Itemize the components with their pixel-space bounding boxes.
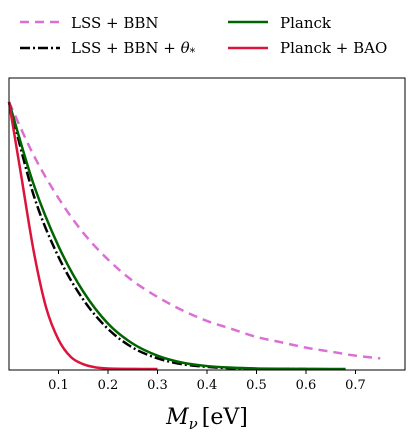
series-layer: [7, 101, 381, 371]
x-ticks: 0.1 0.2 0.3 0.4 0.5 0.6 0.7: [48, 370, 366, 393]
x-tick-label: 0.7: [345, 378, 366, 393]
series-line-0: [7, 101, 381, 360]
legend-label-planck-bao: Planck + BAO: [280, 39, 387, 57]
legend-label-planck: Planck: [280, 14, 332, 32]
series-line-1: [7, 101, 307, 371]
plot-area: 0.1 0.2 0.3 0.4 0.5 0.6 0.7: [7, 77, 406, 393]
x-tick-label: 0.3: [147, 378, 168, 393]
legend-label-lss-bbn-theta: LSS + BBN + θ*: [71, 39, 196, 59]
x-tick-label: 0.1: [48, 378, 69, 393]
legend-label-lss-bbn: LSS + BBN: [71, 14, 159, 32]
x-tick-label: 0.5: [246, 378, 267, 393]
x-tick-label: 0.4: [197, 378, 218, 393]
plot-frame: [8, 77, 406, 371]
legend: LSS + BBN LSS + BBN + θ* Planck Planck +…: [20, 14, 387, 59]
x-axis-label: Mν [eV]: [165, 405, 248, 433]
series-line-3: [7, 101, 158, 371]
x-tick-label: 0.6: [296, 378, 317, 393]
series-line-2: [7, 101, 346, 371]
x-tick-label: 0.2: [98, 378, 119, 393]
